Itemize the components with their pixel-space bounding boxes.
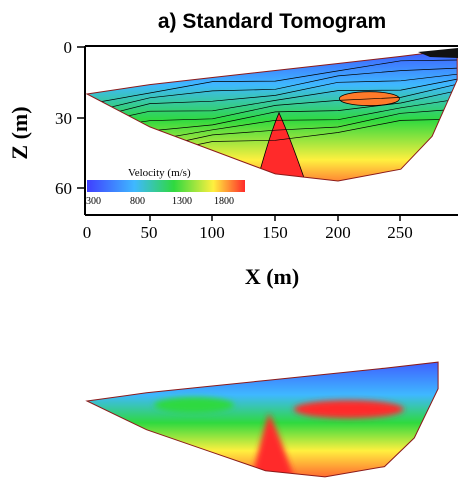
y-tick-0: 0 — [64, 38, 73, 57]
colorbar-tick-1800: 1800 — [214, 196, 234, 207]
x-axis-label: X (m) — [245, 264, 299, 289]
y-tick-30: 30 — [55, 109, 72, 128]
tomogram-smooth — [85, 361, 439, 478]
x-tick-200: 200 — [325, 223, 351, 242]
dark-corner-patch — [418, 48, 458, 58]
x-tick-150: 150 — [262, 223, 288, 242]
contour-line — [87, 83, 458, 130]
smooth-green-patch — [154, 397, 235, 414]
y-axis-label: Z (m) — [7, 106, 32, 159]
contour-line — [87, 73, 458, 120]
x-tick-250: 250 — [387, 223, 413, 242]
colorbar-tick-800: 800 — [130, 196, 145, 207]
panel-a-title: a) Standard Tomogram — [158, 10, 386, 33]
model-outline — [85, 48, 458, 182]
colorbar-tick-300: 300 — [86, 196, 101, 207]
y-tick-60: 60 — [55, 179, 72, 198]
contour-line — [87, 78, 458, 126]
colorbar — [87, 180, 245, 192]
colorbar-tick-1300: 1300 — [172, 196, 192, 207]
smooth-high-velocity-lens — [293, 400, 404, 419]
x-tick-100: 100 — [199, 223, 225, 242]
contour-line — [87, 59, 458, 105]
contour-line — [87, 67, 458, 114]
smooth-model-outline — [85, 361, 439, 478]
colorbar-title: Velocity (m/s) — [128, 167, 191, 179]
x-tick-0: 0 — [83, 223, 92, 242]
x-tick-50: 50 — [141, 223, 158, 242]
